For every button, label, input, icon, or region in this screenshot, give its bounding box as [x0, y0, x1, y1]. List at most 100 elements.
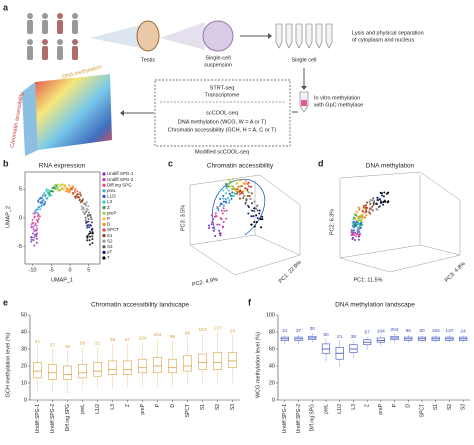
legend-swatch: [102, 211, 106, 215]
y-tick-label: 50: [21, 312, 27, 318]
count-label: 137: [445, 328, 453, 334]
umap-cell: [78, 198, 81, 201]
box: [48, 363, 57, 380]
pca-cell: [223, 209, 226, 212]
umap-cell: [37, 199, 40, 202]
panel-d: d DNA methylation PC1: 11.5% PC3: 4.8% P…: [318, 158, 467, 283]
x-tick-label: Undiff.SPG-2: [50, 404, 56, 434]
y-axis-label: UMAP_2: [5, 206, 11, 228]
umap-cell: [31, 232, 34, 235]
umap-cell: [86, 220, 89, 223]
pca-cell: [227, 196, 230, 199]
umap-cell: [33, 236, 36, 239]
umap-cell: [91, 238, 94, 241]
pca-cell: [352, 229, 355, 232]
x-tick-label: preP: [140, 403, 146, 414]
pca-cell: [372, 203, 375, 206]
umap-cell: [33, 233, 36, 236]
trajectory: [212, 178, 266, 236]
umap-cell: [36, 227, 39, 230]
pca-cell: [382, 195, 385, 198]
pca-cell: [383, 191, 386, 194]
umap-cell: [65, 187, 68, 190]
pca-cell: [357, 206, 360, 209]
y-tick-label: 0: [19, 215, 22, 221]
umap-cell: [78, 196, 81, 199]
umap-cell: [32, 225, 35, 228]
pca-cell: [225, 185, 228, 188]
pca-cell: [222, 189, 225, 192]
panel-b: b RNA expression UMAP_1 UMAP_2: [3, 158, 86, 283]
umap-cell: [33, 212, 36, 215]
pca-cell: [212, 229, 215, 232]
pca-cell: [354, 218, 357, 221]
transcriptome-label: Transcriptome: [205, 92, 240, 98]
umap-cell: [76, 193, 79, 196]
umap-cell: [88, 243, 91, 246]
umap-cell: [39, 208, 42, 211]
umap-cell: [33, 244, 36, 247]
count-label: 30: [65, 344, 71, 350]
ca-label: Chromatin accessibility (GCH, H = A, C o…: [168, 127, 277, 133]
umap-cell: [80, 208, 83, 211]
pca-cell: [221, 225, 224, 228]
pca-cell: [220, 209, 223, 212]
pca-cell: [224, 182, 227, 185]
box: [228, 352, 237, 368]
count-label: 67: [125, 337, 131, 343]
pca-cell: [239, 189, 242, 192]
pca-cell: [361, 216, 364, 219]
pca-cell: [242, 196, 245, 199]
pca-cell: [229, 180, 232, 183]
heat-ca-label: Chromatin accessibility: [10, 92, 26, 149]
panel-e: e Chromatin accessibility landscape GCH …: [3, 297, 189, 397]
pca-cell: [230, 184, 233, 187]
panel-title: Chromatin accessibility: [207, 163, 274, 170]
lysis-label: of cytoplasm and nucleus: [352, 37, 414, 43]
pca-cell: [387, 200, 390, 203]
pca-cell: [357, 231, 360, 234]
x-tick-label: S1: [200, 404, 206, 410]
pca-cell: [351, 224, 354, 227]
zoom-cone: [90, 25, 140, 48]
x-tick-label: preL: [80, 404, 86, 414]
x-tick-label: L3: [351, 404, 357, 410]
umap-cell: [43, 191, 46, 194]
cube: [189, 174, 301, 276]
umap-cell: [32, 239, 35, 242]
umap-cell: [63, 184, 66, 187]
pca-cell: [351, 230, 354, 233]
pca-cell: [253, 225, 256, 228]
umap-cell: [87, 211, 90, 214]
umap-cell: [34, 222, 37, 225]
pca-cell: [228, 199, 231, 202]
box: [168, 358, 177, 374]
x-tick-label: Diff.ing SPG: [65, 404, 71, 432]
x-tick-label: SPCT: [419, 404, 425, 417]
pca-cell: [365, 214, 368, 217]
count-label: 37: [50, 342, 56, 348]
y-tick-label: 20: [21, 363, 27, 369]
pca-cell: [231, 194, 234, 197]
count-label: 163: [432, 328, 440, 334]
pca-cell: [352, 233, 355, 236]
pca-cell: [246, 189, 249, 192]
legend-label: eT: [107, 250, 113, 255]
y-tick-label: 5: [19, 187, 22, 193]
pca-cell: [352, 222, 355, 225]
pca-cell: [378, 205, 381, 208]
panel-label: f: [248, 297, 252, 307]
pca-cell: [354, 225, 357, 228]
pca-cell: [361, 210, 364, 213]
pca-cell: [250, 185, 253, 188]
umap-cell: [76, 190, 79, 193]
umap-cell: [61, 183, 64, 186]
x-tick-label: L3: [110, 404, 116, 410]
umap-cell: [30, 238, 33, 241]
legend-label: preL: [107, 188, 117, 193]
legend-label: Undiff.SPG-1: [107, 171, 134, 176]
pca-cell: [368, 208, 371, 211]
box: [376, 337, 385, 343]
umap-cell: [88, 226, 91, 229]
pca-cell: [258, 212, 261, 215]
